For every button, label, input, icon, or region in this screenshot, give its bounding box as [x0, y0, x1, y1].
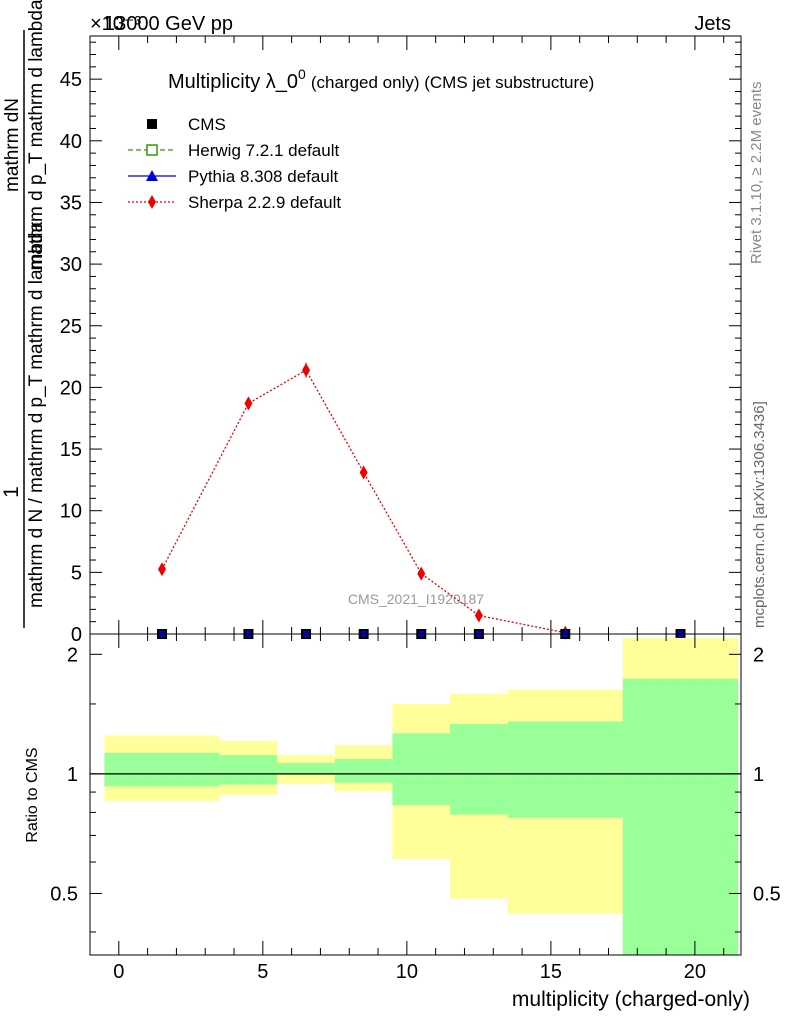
y-label-dn: mathrm dN [2, 98, 23, 192]
ratio-y-tick-label-right: 1 [753, 764, 764, 786]
y-label-dpt-dlambda: mathrm d p_T mathrm d lambda [26, 0, 47, 271]
ratio-uncertainty-band-inner [622, 678, 739, 955]
legend-marker-diamond [148, 195, 156, 209]
ratio-frame [89, 633, 742, 956]
main-y-tick-label: 5 [71, 562, 82, 584]
ratio-uncertainty-band-inner [450, 724, 508, 815]
ratio-x-ticks: 0 5 10 15 20 [89, 634, 725, 983]
sherpa-point [158, 562, 167, 577]
ratio-panel: 0.5 0.5 1 1 2 2 0 5 10 15 20 Ratio to CMS multipl… [24, 633, 781, 1011]
ratio-y-tick-label: 0.5 [50, 883, 78, 905]
main-y-tick-label: 15 [60, 439, 82, 461]
main-y-tick-label: 20 [60, 377, 82, 399]
legend: CMS Herwig 7.2.1 default Pythia 8.308 defa… [128, 115, 341, 212]
x-tick-label: 10 [396, 961, 418, 983]
legend-label: Pythia 8.308 default [188, 167, 339, 186]
multiplier-label: ×10⁻³ [90, 13, 141, 35]
title-main: Multiplicity λ_0 [168, 71, 298, 93]
x-tick-label: 5 [257, 961, 268, 983]
ratio-uncertainty-band-inner [104, 752, 220, 787]
main-y-tick-label: 25 [60, 316, 82, 338]
legend-label: Sherpa 2.2.9 default [188, 193, 341, 212]
sherpa-point [359, 465, 368, 480]
rivet-version-label: Rivet 3.1.10, ≥ 2.2M events [748, 82, 765, 265]
analysis-watermark: CMS_2021_I1920187 [348, 591, 484, 607]
main-y-tick-label: 40 [60, 131, 82, 153]
legend-marker-open-square [146, 144, 158, 156]
legend-marker-triangle [146, 170, 158, 181]
main-y-label: 1 mathrm d N / mathrm d p_T mathrm d lam… [0, 0, 47, 628]
ratio-uncertainty-band-inner [334, 759, 393, 783]
ratio-uncertainty-band-inner [219, 755, 278, 785]
energy-label: 13000 GeV pp [104, 13, 233, 35]
y-label-denominator: mathrm d N / mathrm d p_T mathrm d lambd… [26, 222, 47, 609]
mcplots-label: mcplots.cern.ch [arXiv:1306.3436] [751, 401, 768, 628]
sherpa-point [417, 566, 426, 581]
main-y-tick-label: 30 [60, 254, 82, 276]
ratio-y-ticks: 0.5 0.5 1 1 2 2 [50, 644, 781, 933]
main-y-tick-label: 10 [60, 501, 82, 523]
sherpa-point [302, 363, 311, 378]
x-tick-label: 0 [113, 961, 124, 983]
title-rest: (charged only) (CMS jet substructure) [311, 73, 594, 92]
x-tick-label: 15 [540, 961, 562, 983]
ratio-y-tick-label: 2 [67, 644, 78, 666]
sherpa-point [244, 396, 253, 411]
legend-marker-square [147, 119, 157, 129]
y-label-one: 1 [0, 486, 23, 498]
chart-title: Multiplicity λ_00 (charged only) (CMS jet… [168, 66, 594, 93]
x-tick-label: 20 [684, 961, 706, 983]
legend-label: Herwig 7.2.1 default [188, 141, 339, 160]
main-x-ticks [89, 36, 725, 634]
main-y-tick-label: 0 [71, 624, 82, 646]
title-superscript: 0 [298, 66, 306, 82]
ratio-y-tick-label: 1 [67, 764, 78, 786]
sherpa-point [474, 608, 483, 623]
ratio-y-tick-label-right: 2 [753, 644, 764, 666]
process-label: Jets [694, 13, 731, 35]
ratio-uncertainty-band-inner [392, 733, 451, 806]
ratio-y-label: Ratio to CMS [24, 747, 41, 842]
ratio-y-tick-label-right: 0.5 [753, 883, 781, 905]
ratio-bands [104, 637, 739, 955]
legend-label: CMS [188, 115, 226, 134]
x-axis-label: multiplicity (charged-only) [512, 988, 750, 1011]
main-y-tick-label: 45 [60, 69, 82, 91]
main-y-ticks: 0 5 10 15 20 25 30 35 40 45 [60, 41, 741, 646]
main-y-tick-label: 35 [60, 192, 82, 214]
ratio-uncertainty-band-inner [507, 721, 623, 818]
ratio-uncertainty-band-inner [277, 763, 335, 775]
